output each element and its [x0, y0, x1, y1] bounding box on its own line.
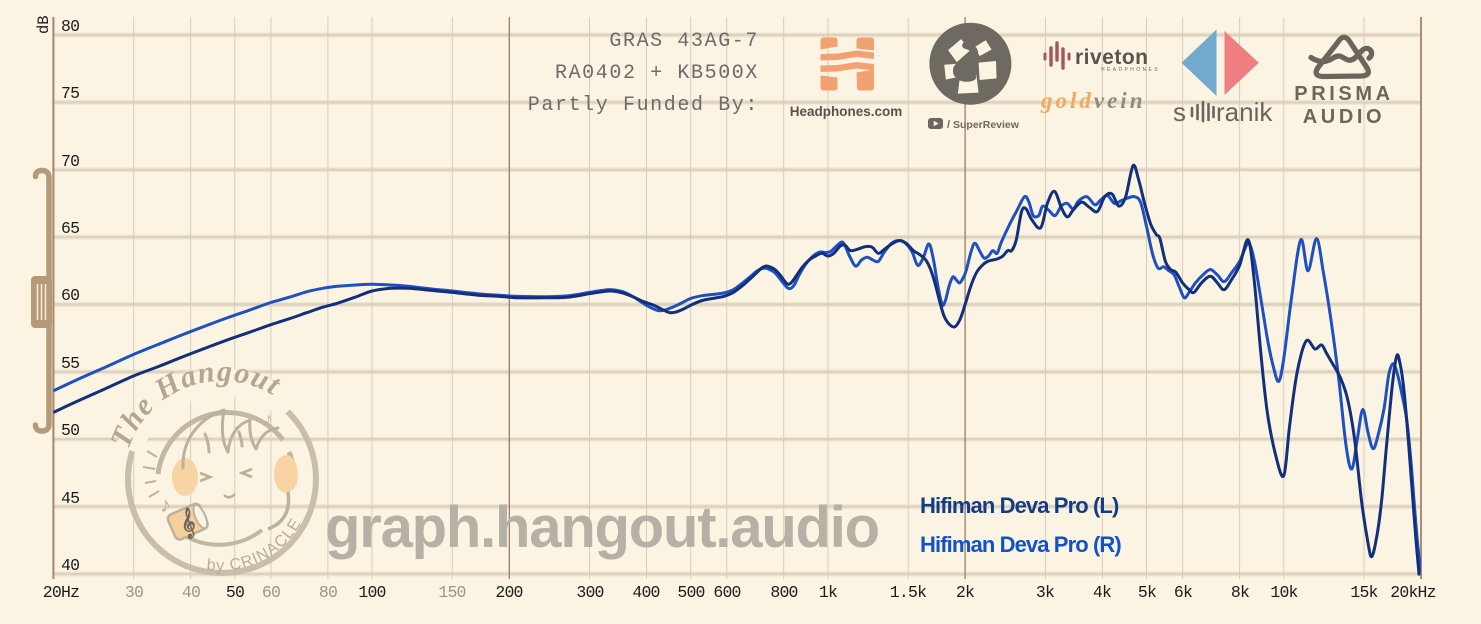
- svg-text:60: 60: [262, 583, 280, 602]
- svg-text:40: 40: [61, 556, 79, 575]
- svg-text:PRISMA: PRISMA: [1294, 83, 1393, 105]
- svg-text:20kHz: 20kHz: [1390, 583, 1436, 602]
- svg-text:60: 60: [61, 286, 79, 305]
- svg-text:6k: 6k: [1174, 583, 1193, 602]
- svg-text:1k: 1k: [819, 583, 838, 602]
- svg-text:70: 70: [61, 152, 79, 171]
- svg-text:Hifiman Deva Pro (L): Hifiman Deva Pro (L): [920, 493, 1119, 518]
- svg-text:RA0402 + KB500X: RA0402 + KB500X: [555, 62, 759, 85]
- svg-text:30: 30: [125, 583, 143, 602]
- svg-text:2k: 2k: [956, 583, 975, 602]
- svg-text:dB: dB: [35, 15, 53, 34]
- svg-text:40: 40: [182, 583, 200, 602]
- svg-text:15k: 15k: [1350, 583, 1378, 602]
- svg-text:HEADPHONES: HEADPHONES: [1101, 67, 1160, 73]
- svg-text:800: 800: [770, 583, 797, 602]
- svg-text:3k: 3k: [1036, 583, 1055, 602]
- svg-text:goldvein: goldvein: [1040, 88, 1146, 113]
- svg-text:20Hz: 20Hz: [43, 583, 79, 602]
- svg-text:45: 45: [61, 489, 79, 508]
- svg-text:riveton: riveton: [1075, 46, 1149, 69]
- svg-text:8k: 8k: [1231, 583, 1250, 602]
- svg-text:80: 80: [61, 17, 79, 36]
- svg-text:s: s: [1173, 97, 1186, 127]
- svg-text:65: 65: [61, 219, 79, 238]
- svg-text:SuperReview: SuperReview: [953, 119, 1020, 131]
- svg-text:400: 400: [632, 583, 659, 602]
- svg-text:100: 100: [358, 583, 385, 602]
- svg-text:300: 300: [576, 583, 603, 602]
- svg-text:200: 200: [495, 583, 522, 602]
- svg-text:Headphones.com: Headphones.com: [790, 104, 903, 119]
- svg-text:50: 50: [61, 421, 79, 440]
- svg-text:♪: ♪: [264, 409, 273, 428]
- svg-text:graph.hangout.audio: graph.hangout.audio: [325, 495, 879, 560]
- svg-text:500: 500: [677, 583, 704, 602]
- svg-text:GRAS 43AG-7: GRAS 43AG-7: [609, 30, 759, 53]
- svg-text:AUDIO: AUDIO: [1303, 106, 1385, 128]
- svg-text:ranik: ranik: [1216, 97, 1273, 127]
- svg-text:150: 150: [438, 583, 465, 602]
- svg-text:600: 600: [713, 583, 740, 602]
- svg-text:55: 55: [61, 354, 79, 373]
- svg-text:1.5k: 1.5k: [890, 583, 927, 602]
- svg-text:10k: 10k: [1270, 583, 1298, 602]
- svg-text:/: /: [947, 119, 950, 131]
- svg-text:Partly Funded By:: Partly Funded By:: [528, 94, 759, 117]
- svg-text:Hifiman Deva Pro (R): Hifiman Deva Pro (R): [920, 532, 1121, 557]
- svg-text:75: 75: [61, 84, 79, 103]
- svg-text:♪: ♪: [160, 492, 171, 517]
- svg-text:80: 80: [319, 583, 337, 602]
- svg-text:50: 50: [226, 583, 244, 602]
- svg-text:4k: 4k: [1093, 583, 1112, 602]
- svg-text:5k: 5k: [1138, 583, 1157, 602]
